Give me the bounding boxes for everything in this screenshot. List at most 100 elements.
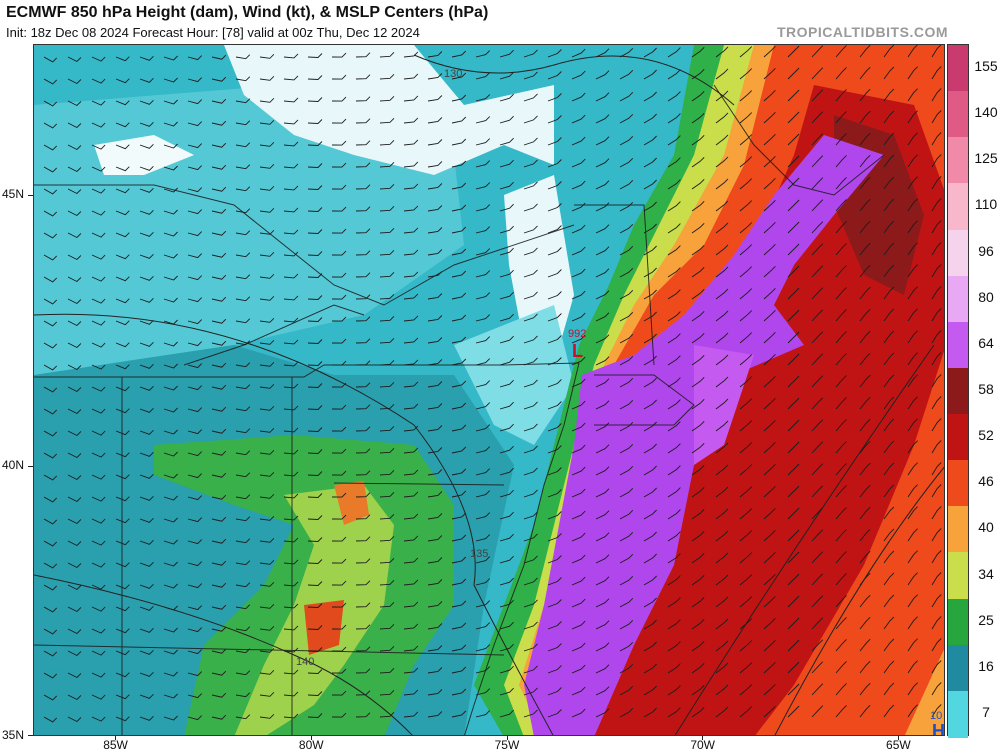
wind-barb — [691, 574, 705, 586]
wind-barb — [691, 530, 705, 542]
wind-barb — [379, 535, 395, 542]
wind-barb — [307, 361, 323, 366]
wind-barb — [571, 158, 586, 168]
wind-barb — [115, 408, 130, 414]
wind-barb — [595, 136, 610, 146]
wind-barb — [715, 90, 729, 102]
wind-barb — [691, 288, 705, 300]
colorbar-label: 40 — [978, 519, 994, 536]
wind-barb — [211, 120, 227, 126]
wind-barb — [619, 443, 634, 454]
wind-barb — [187, 451, 203, 457]
wind-barb — [451, 182, 467, 190]
wind-barb — [259, 97, 275, 103]
coastline — [713, 84, 885, 196]
wind-barb — [163, 407, 178, 413]
wind-barb — [235, 692, 251, 698]
wind-barb — [715, 354, 729, 366]
wind-barb — [787, 683, 800, 696]
wind-barb — [883, 550, 895, 564]
chart-subtitle: Init: 18z Dec 08 2024 Forecast Hour: [78… — [6, 25, 420, 40]
wind-barb — [595, 488, 610, 498]
wind-barb — [835, 639, 847, 652]
wind-barb — [667, 113, 681, 124]
wind-barb — [811, 397, 824, 410]
wind-barb — [379, 139, 395, 146]
wind-barb — [115, 210, 130, 216]
wind-barb — [211, 362, 227, 368]
wind-barb — [475, 94, 491, 102]
wind-barb — [499, 379, 514, 388]
wind-barb — [475, 556, 491, 564]
wind-barb — [931, 682, 942, 696]
wind-barb — [211, 252, 227, 258]
wind-barb — [643, 333, 657, 344]
wind-barb — [91, 56, 106, 62]
wind-barb — [331, 448, 347, 454]
wind-barb — [331, 404, 347, 410]
longitude-tick — [702, 736, 704, 740]
wind-barb — [619, 575, 634, 586]
wind-barbs — [43, 45, 942, 723]
wind-barb — [283, 405, 299, 411]
wind-barb — [163, 539, 178, 545]
colorbar-segment — [948, 414, 968, 462]
wind-barb — [667, 421, 681, 432]
wind-barb — [619, 267, 634, 278]
wind-barb — [859, 418, 871, 432]
wind-barb — [115, 386, 130, 392]
wind-barb — [139, 473, 154, 479]
wind-barb — [187, 319, 203, 325]
wind-barb — [475, 468, 491, 476]
wind-barb — [67, 276, 82, 283]
wind-barb — [331, 228, 347, 234]
wind-barb — [43, 606, 58, 613]
wind-barb — [115, 276, 130, 282]
wind-barb — [907, 264, 918, 278]
wind-barb — [451, 314, 467, 322]
wind-barb — [91, 694, 106, 700]
wind-barb — [163, 297, 178, 303]
wind-barb — [523, 599, 538, 608]
wind-barb — [379, 579, 395, 586]
wind-barb — [715, 222, 729, 234]
wind-barb — [883, 308, 895, 322]
wind-barb — [643, 245, 657, 256]
wind-barb — [619, 223, 634, 234]
wind-barb — [235, 54, 251, 60]
height-contour-east — [674, 344, 935, 735]
wind-barb — [115, 452, 130, 458]
wind-barb — [595, 444, 610, 454]
wind-barb — [403, 95, 419, 102]
wind-barb — [547, 599, 562, 608]
wind-barb — [307, 691, 323, 696]
wind-barb — [163, 517, 178, 523]
wind-barb — [835, 111, 847, 124]
wind-barb — [619, 465, 634, 476]
wind-barb — [187, 385, 203, 391]
wind-barb — [43, 364, 58, 371]
wind-barb — [451, 94, 467, 102]
wind-barb — [403, 205, 419, 212]
state-border-line — [34, 362, 580, 378]
wind-barb — [523, 291, 538, 300]
wind-barb — [259, 361, 275, 367]
colorbar-label: 80 — [978, 288, 994, 305]
wind-barb — [187, 473, 203, 479]
wind-barb — [931, 242, 942, 256]
wind-barb — [931, 45, 942, 58]
wind-barb — [451, 138, 467, 146]
wind-barb — [739, 640, 753, 652]
wind-barb — [523, 665, 538, 674]
wind-barb — [859, 198, 871, 212]
wind-barb — [499, 49, 514, 58]
wind-barb — [235, 494, 251, 500]
wind-barb — [763, 89, 776, 102]
wind-barb — [883, 352, 895, 366]
wind-barb — [235, 384, 251, 390]
wind-barb — [883, 286, 895, 300]
wind-barb — [595, 334, 610, 344]
wind-barb — [643, 443, 657, 454]
wind-barb — [739, 134, 753, 146]
wind-barb — [259, 295, 275, 301]
